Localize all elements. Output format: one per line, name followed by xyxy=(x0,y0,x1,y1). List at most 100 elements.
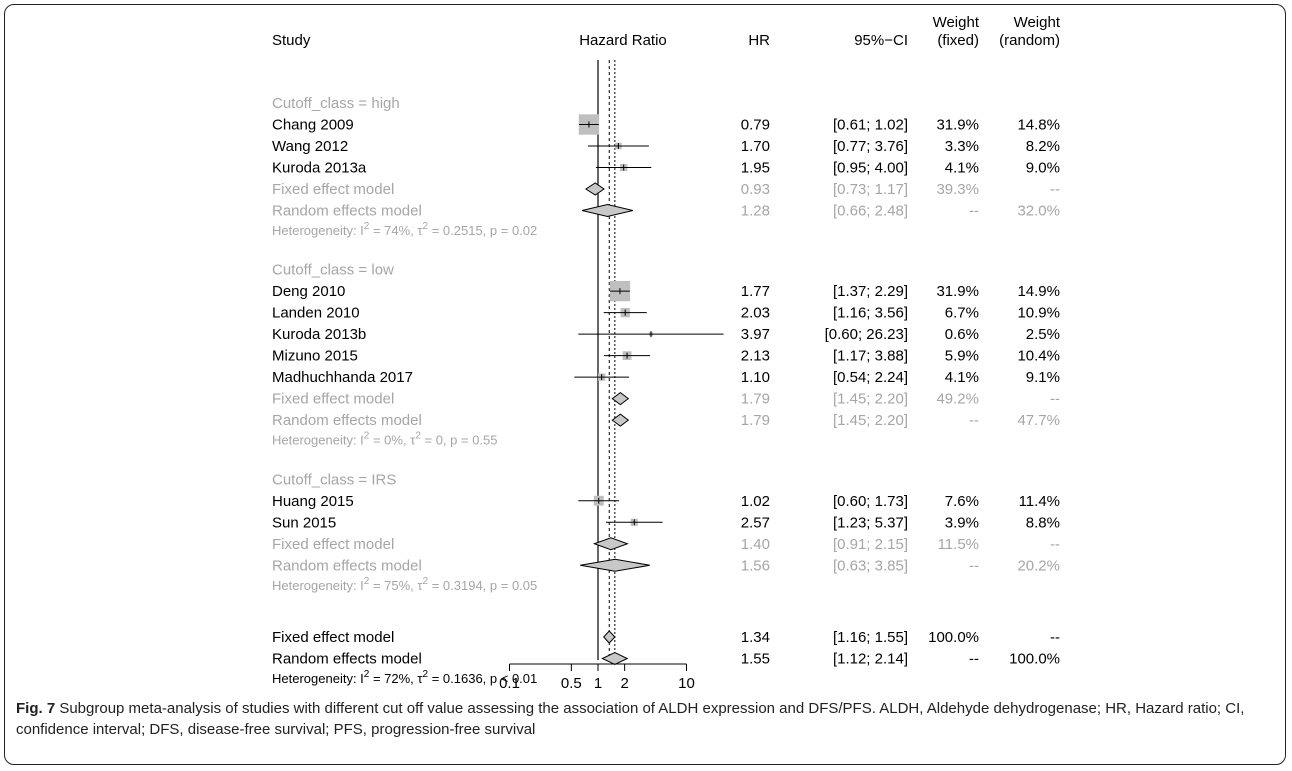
ci-value: [1.45; 2.20] xyxy=(833,412,908,429)
study-name: Landen 2010 xyxy=(272,305,360,322)
study-name: Deng 2010 xyxy=(272,283,345,300)
header-weight-fixed-sub: (fixed) xyxy=(937,32,979,49)
hr-value: 1.34 xyxy=(741,629,770,646)
ci-value: [1.16; 3.56] xyxy=(833,305,908,322)
x-axis-tick-label: 10 xyxy=(678,675,695,692)
ci-value: [0.77; 3.76] xyxy=(833,138,908,155)
weight-random-value: 10.9% xyxy=(1017,305,1060,322)
ci-value: [0.63; 3.85] xyxy=(833,557,908,574)
weight-random-value: 14.8% xyxy=(1017,117,1060,134)
random-effect-diamond xyxy=(581,203,634,218)
header-hazard-ratio: Hazard Ratio xyxy=(579,32,667,49)
heterogeneity-text: Heterogeneity: I2 = 0%, τ2 = 0, p = 0.55 xyxy=(272,431,498,448)
subgroup-label: Cutoff_class = IRS xyxy=(272,471,396,488)
x-axis-tick-label: 0.1 xyxy=(499,675,520,692)
weight-fixed-value: -- xyxy=(969,557,979,574)
heterogeneity-text: Heterogeneity: I2 = 74%, τ2 = 0.2515, p … xyxy=(272,221,537,238)
study-name: Madhuchhanda 2017 xyxy=(272,369,413,386)
ci-value: [0.91; 2.15] xyxy=(833,536,908,553)
weight-fixed-value: 5.9% xyxy=(945,348,979,365)
caption-text: Subgroup meta-analysis of studies with d… xyxy=(16,700,1245,738)
random-model-name: Random effects model xyxy=(272,203,422,220)
fixed-effect-diamond xyxy=(592,537,629,551)
header-weight-random-sub: (random) xyxy=(999,32,1060,49)
ci-value: [0.54; 2.24] xyxy=(833,369,908,386)
forest-plot: Study Hazard Ratio HR 95%−CIWeight(fixed)We… xyxy=(272,14,1061,692)
fixed-model-name: Fixed effect model xyxy=(272,536,394,553)
hr-value: 1.95 xyxy=(741,160,770,177)
weight-random-value: 11.4% xyxy=(1019,493,1060,510)
hr-value: 3.97 xyxy=(741,326,770,343)
random-model-name: Random effects model xyxy=(272,412,422,429)
study-name: Kuroda 2013b xyxy=(272,326,366,343)
weight-random-value: 20.2% xyxy=(1017,557,1060,574)
fixed-model-name: Fixed effect model xyxy=(272,391,394,408)
hr-value: 1.79 xyxy=(741,412,770,429)
ci-value: [0.95; 4.00] xyxy=(833,160,908,177)
fixed-model-name: Fixed effect model xyxy=(272,629,394,646)
ci-value: [0.66; 2.48] xyxy=(833,203,908,220)
weight-random-value: 9.1% xyxy=(1026,369,1060,386)
weight-random-value: 10.4% xyxy=(1017,348,1060,365)
header-weight-random: Weight xyxy=(1014,14,1061,31)
study-name: Mizuno 2015 xyxy=(272,348,358,365)
ci-value: [1.17; 3.88] xyxy=(833,348,908,365)
hr-value: 2.03 xyxy=(741,305,770,322)
weight-random-value: -- xyxy=(1050,536,1060,553)
hr-value: 1.28 xyxy=(741,203,770,220)
weight-fixed-value: 6.7% xyxy=(945,305,979,322)
weight-random-value: 9.0% xyxy=(1026,160,1060,177)
fixed-effect-diamond xyxy=(584,182,605,196)
weight-random-value: -- xyxy=(1050,391,1060,408)
ci-value: [1.16; 1.55] xyxy=(833,629,908,646)
weight-fixed-value: 31.9% xyxy=(936,283,979,300)
study-name: Wang 2012 xyxy=(272,138,348,155)
x-axis-tick-label: 2 xyxy=(620,675,628,692)
ci-value: [0.73; 1.17] xyxy=(833,181,908,198)
header-weight-fixed: Weight xyxy=(933,14,980,31)
study-name: Sun 2015 xyxy=(272,514,336,531)
weight-fixed-value: -- xyxy=(969,412,979,429)
hr-value: 1.70 xyxy=(741,138,770,155)
caption-label: Fig. 7 xyxy=(16,700,56,717)
random-effect-diamond xyxy=(601,651,629,666)
weight-random-value: 2.5% xyxy=(1026,326,1060,343)
weight-fixed-value: 3.9% xyxy=(945,514,979,531)
weight-random-value: 8.2% xyxy=(1026,138,1060,155)
ci-value: [1.45; 2.20] xyxy=(833,391,908,408)
weight-fixed-value: 49.2% xyxy=(936,391,979,408)
hr-value: 0.79 xyxy=(741,117,770,134)
subgroup-label: Cutoff_class = low xyxy=(272,262,394,279)
fixed-effect-diamond xyxy=(611,392,630,406)
subgroup-label: Cutoff_class = high xyxy=(272,95,400,112)
weight-fixed-value: 3.3% xyxy=(945,138,979,155)
hr-value: 1.79 xyxy=(741,391,770,408)
random-model-name: Random effects model xyxy=(272,557,422,574)
weight-random-value: 100.0% xyxy=(1009,651,1060,668)
heterogeneity-text: Heterogeneity: I2 = 72%, τ2 = 0.1636, p … xyxy=(272,669,537,686)
ci-value: [0.61; 1.02] xyxy=(833,117,908,134)
weight-fixed-value: 39.3% xyxy=(936,181,979,198)
random-effect-diamond xyxy=(580,558,650,572)
weight-fixed-value: 0.6% xyxy=(945,326,979,343)
weight-fixed-value: 11.5% xyxy=(938,536,979,553)
figure-frame xyxy=(4,4,1286,765)
hr-value: 1.40 xyxy=(741,536,770,553)
ci-value: [1.23; 5.37] xyxy=(833,514,908,531)
study-name: Huang 2015 xyxy=(272,493,354,510)
weight-random-value: 32.0% xyxy=(1017,203,1060,220)
random-effect-diamond xyxy=(611,413,630,427)
hr-value: 1.55 xyxy=(741,651,770,668)
weight-fixed-value: -- xyxy=(969,651,979,668)
weight-random-value: -- xyxy=(1050,181,1060,198)
weight-fixed-value: 4.1% xyxy=(945,369,979,386)
hr-value: 2.57 xyxy=(741,514,770,531)
ci-value: [0.60; 1.73] xyxy=(833,493,908,510)
ci-value: [1.37; 2.29] xyxy=(833,283,908,300)
weight-fixed-value: 7.6% xyxy=(945,493,979,510)
header-ci: 95%−CI xyxy=(854,32,908,49)
hr-value: 0.93 xyxy=(741,181,770,198)
weight-random-value: 14.9% xyxy=(1017,283,1060,300)
heterogeneity-text: Heterogeneity: I2 = 75%, τ2 = 0.3194, p … xyxy=(272,576,537,593)
weight-random-value: -- xyxy=(1050,629,1060,646)
